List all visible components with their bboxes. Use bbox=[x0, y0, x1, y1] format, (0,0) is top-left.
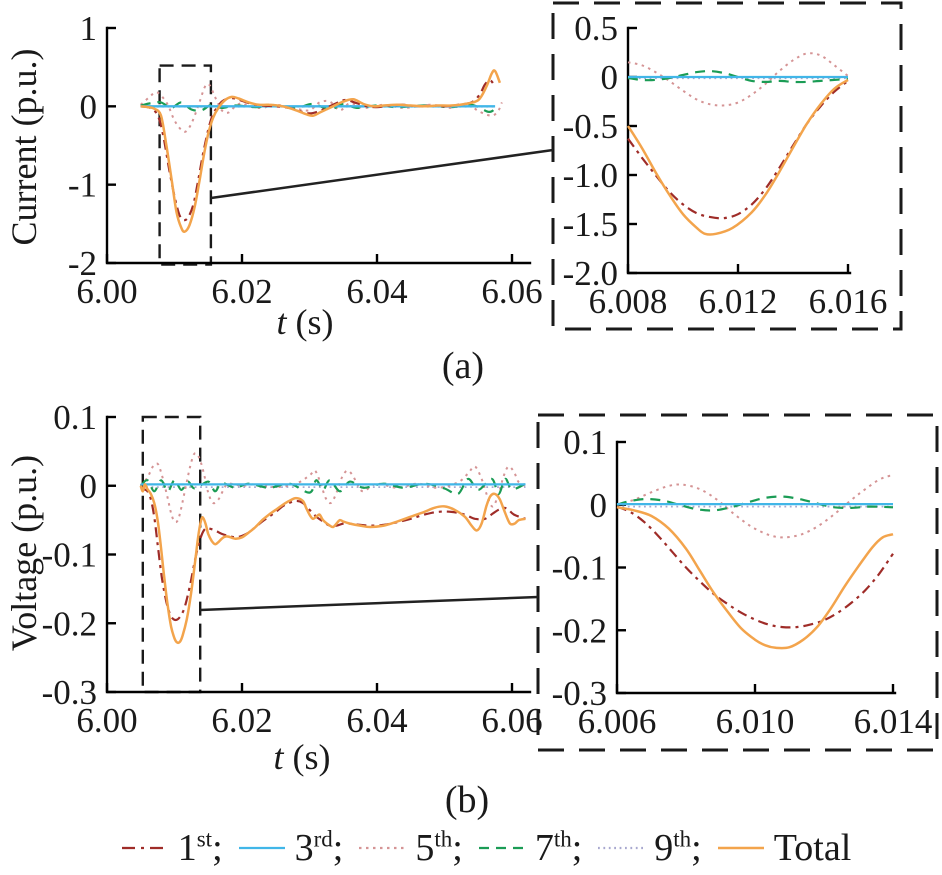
y-tick-label: -2.0 bbox=[563, 254, 618, 293]
x-tick-label: 6.04 bbox=[346, 701, 407, 740]
y-tick-label: 0.1 bbox=[53, 398, 97, 437]
y-tick-label: 0 bbox=[590, 486, 608, 525]
axis-spines bbox=[105, 415, 532, 694]
legend-label-sup-9th: th bbox=[673, 826, 692, 852]
legend-label-9th: 9th; bbox=[654, 826, 702, 869]
legend-item-5th: 5th; bbox=[358, 826, 463, 870]
axis-spines bbox=[626, 26, 852, 275]
y-tick-label: -0.1 bbox=[552, 549, 607, 588]
legend-item-3rd: 3rd; bbox=[238, 826, 344, 870]
x-tick-label: 6.012 bbox=[699, 282, 778, 321]
y-axis-label-voltage: Voltage (p.u.) bbox=[4, 454, 44, 652]
legend-line-sample-3rd bbox=[238, 846, 285, 850]
x-axis-label-a-italic: t bbox=[276, 302, 287, 342]
axis-spines bbox=[615, 440, 897, 695]
legend-label-sup-3rd: rd bbox=[313, 826, 333, 852]
y-tick-label: -0.3 bbox=[552, 674, 607, 713]
callout-line-a bbox=[210, 148, 554, 200]
chart-b-inset: 6.006 6.010 6.014 0.1 0 -0.1 -0.2 -0.3 bbox=[552, 423, 933, 741]
y-tick-label: 1 bbox=[80, 9, 98, 48]
series-1st bbox=[616, 505, 894, 629]
y-tick-label: -0.1 bbox=[42, 536, 97, 575]
series-5th bbox=[616, 474, 894, 539]
x-tick-label: 6.06 bbox=[481, 701, 542, 740]
y-tick-label: -0.5 bbox=[563, 107, 618, 146]
x-tick-label: 6.06 bbox=[481, 272, 542, 311]
series-7th bbox=[139, 477, 526, 496]
series-Total bbox=[626, 78, 849, 236]
x-axis-label-a-rest: (s) bbox=[286, 302, 334, 342]
legend-line-sample-9th bbox=[598, 846, 645, 850]
legend-label-7th: 7th; bbox=[534, 826, 583, 869]
series-Total bbox=[616, 506, 894, 650]
x-axis-label-a: t (s) bbox=[276, 301, 333, 343]
y-axis-label-current: Current (p.u.) bbox=[4, 48, 44, 246]
y-tick-label: 0.1 bbox=[563, 423, 607, 462]
y-tick-label: -1.0 bbox=[563, 156, 618, 195]
x-tick-label: 6.016 bbox=[809, 282, 888, 321]
legend-label-sup-1st: st bbox=[196, 826, 213, 852]
panel-label-a: (a) bbox=[441, 345, 485, 387]
x-tick-label: 6.04 bbox=[346, 272, 407, 311]
x-tick-label: 6.02 bbox=[211, 272, 272, 311]
legend: 1st; 3rd; 5th; 7th; 9th; Total bbox=[50, 826, 922, 870]
y-tick-label: -2 bbox=[68, 244, 97, 283]
axis-spines bbox=[105, 26, 532, 265]
legend-label-3rd: 3rd; bbox=[294, 826, 344, 869]
legend-label-5th: 5th; bbox=[415, 826, 463, 869]
panel-label-b: (b) bbox=[444, 779, 490, 821]
series-7th bbox=[616, 495, 894, 512]
x-tick-label: 6.006 bbox=[578, 702, 657, 741]
legend-item-Total: Total bbox=[717, 826, 852, 870]
legend-label-Total: Total bbox=[773, 827, 852, 869]
legend-label-sup-5th: th bbox=[434, 826, 453, 852]
x-tick-label: 6.02 bbox=[211, 701, 272, 740]
x-axis-label-b-italic: t bbox=[273, 737, 284, 777]
legend-label-1st: 1st; bbox=[177, 826, 223, 869]
x-axis-label-b-rest: (s) bbox=[283, 737, 331, 777]
x-tick-label: 6.00 bbox=[76, 272, 137, 311]
zoom-region-box-b-main bbox=[141, 415, 202, 694]
chart-a-inset: 6.008 6.012 6.016 0.5 0 -0.5 -1.0 -1.5 -2.0 bbox=[563, 9, 888, 321]
legend-item-9th: 9th; bbox=[597, 826, 702, 870]
series-1st bbox=[139, 484, 526, 622]
chart-a-main: 6.00 6.02 6.04 6.06 1 0 -1 -2 bbox=[68, 9, 543, 311]
series-5th bbox=[139, 452, 526, 524]
y-tick-label: -0.3 bbox=[42, 673, 97, 712]
series-1st bbox=[627, 80, 849, 220]
legend-line-sample-7th bbox=[478, 846, 525, 850]
series-5th bbox=[627, 52, 849, 107]
x-axis-label-b: t (s) bbox=[273, 736, 330, 778]
x-tick-label: 6.014 bbox=[854, 702, 933, 741]
x-tick-label: 6.010 bbox=[716, 702, 795, 741]
y-tick-label: -0.2 bbox=[552, 611, 607, 650]
legend-item-7th: 7th; bbox=[478, 826, 582, 870]
y-tick-label: -0.2 bbox=[42, 604, 97, 643]
series-1st bbox=[140, 79, 497, 222]
y-tick-label: 0.5 bbox=[574, 9, 618, 48]
inset-border-a bbox=[551, 1, 903, 331]
chart-b-main: 6.00 6.02 6.04 6.06 0.1 0 -0.1 -0.2 -0.3 bbox=[42, 398, 543, 740]
y-tick-label: -1 bbox=[68, 166, 97, 205]
zoom-region-box-a-main bbox=[158, 64, 213, 266]
legend-label-sup-7th: th bbox=[553, 826, 572, 852]
y-tick-label: -1.5 bbox=[563, 205, 618, 244]
annotation-overlay bbox=[199, 1, 939, 752]
x-tick-label: 6.00 bbox=[76, 701, 137, 740]
y-tick-label: 0 bbox=[80, 87, 98, 126]
series-Total bbox=[139, 483, 526, 645]
callout-line-b bbox=[199, 595, 539, 612]
legend-line-sample-Total bbox=[717, 846, 764, 850]
series-Total bbox=[140, 69, 502, 234]
legend-item-1st: 1st; bbox=[121, 826, 223, 870]
y-tick-label: 0 bbox=[80, 467, 98, 506]
series-5th bbox=[140, 83, 503, 133]
legend-line-sample-1st bbox=[121, 846, 168, 850]
y-tick-label: 0 bbox=[601, 58, 619, 97]
legend-line-sample-5th bbox=[359, 846, 406, 850]
x-tick-label: 6.008 bbox=[589, 282, 668, 321]
